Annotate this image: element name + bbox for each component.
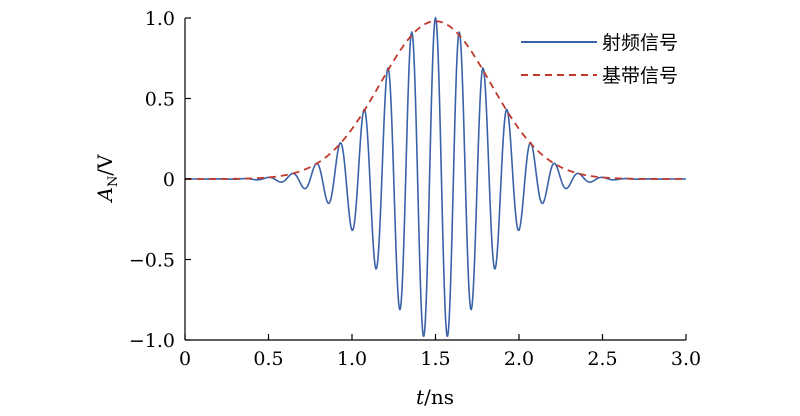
y-axis-label: AN/V — [93, 154, 121, 204]
series-layer — [185, 16, 686, 338]
x-tick-label: 1.5 — [420, 348, 450, 370]
x-tick-label: 1.0 — [337, 348, 367, 370]
y-axis-label-symbol: A — [93, 187, 117, 203]
x-tick-label: 0 — [179, 348, 191, 370]
y-tick-label: 0.5 — [145, 89, 175, 111]
x-axis-label-symbol: t — [416, 385, 425, 409]
x-axis-label-unit: /ns — [424, 385, 454, 409]
y-axis-label-subscript: N — [106, 176, 121, 187]
y-tick-label: −1.0 — [129, 330, 175, 352]
x-axis-label: t/ns — [416, 385, 454, 409]
legend-label-baseband: 基带信号 — [602, 65, 678, 87]
y-tick-label: −0.5 — [129, 250, 175, 272]
y-axis-label-unit: /V — [93, 154, 117, 176]
y-tick-label: 0 — [163, 169, 175, 191]
legend: 射频信号 基带信号 — [521, 32, 678, 87]
y-tick-labels: −1.0 −0.5 0 0.5 1.0 — [129, 8, 175, 352]
x-tick-label: 2.0 — [504, 348, 534, 370]
y-tick-label: 1.0 — [145, 8, 175, 30]
x-tick-label: 3.0 — [671, 348, 701, 370]
axes — [184, 17, 687, 341]
series-line-rf — [185, 16, 686, 338]
x-tick-label: 2.5 — [587, 348, 617, 370]
x-tick-label: 0.5 — [253, 348, 283, 370]
legend-label-rf: 射频信号 — [602, 32, 678, 54]
x-tick-labels: 0 0.5 1.0 1.5 2.0 2.5 3.0 — [179, 348, 701, 370]
